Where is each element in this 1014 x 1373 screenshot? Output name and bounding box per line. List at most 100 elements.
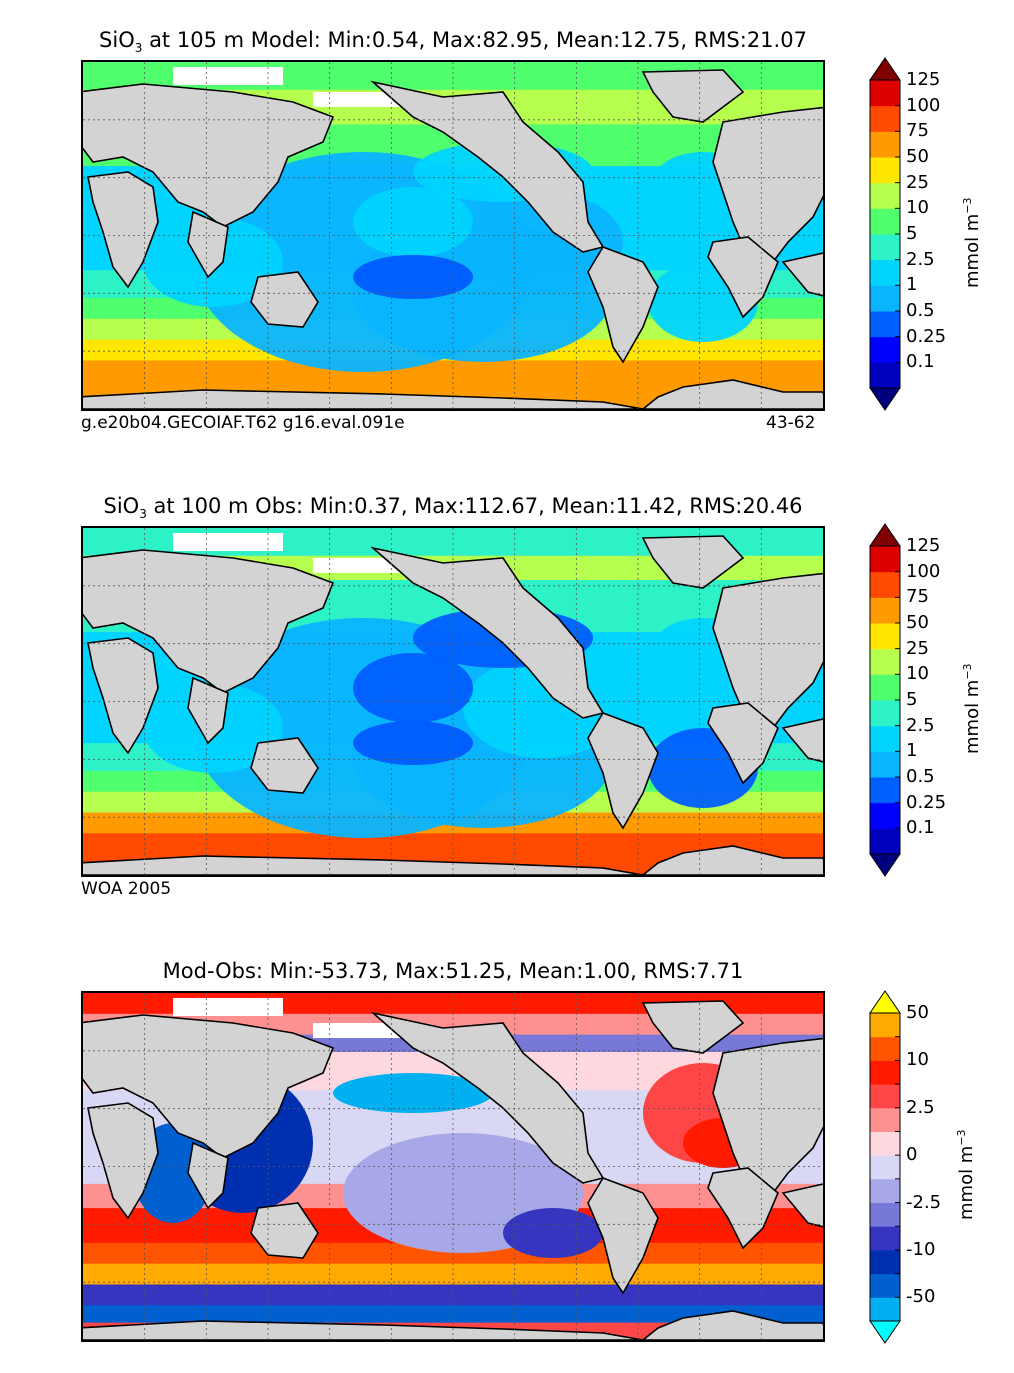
colorbar-segment bbox=[870, 234, 900, 261]
field-anomaly bbox=[503, 1208, 603, 1258]
colorbar-tick-label: 25 bbox=[906, 637, 929, 659]
colorbar-tick-label: 50 bbox=[906, 1002, 929, 1023]
colorbar-tick-label: 2.5 bbox=[906, 248, 935, 270]
colorbar-tick-label: 75 bbox=[906, 120, 929, 142]
colorbar-tick-label: 2.5 bbox=[906, 1096, 935, 1118]
colorbar-extend-max bbox=[869, 57, 901, 81]
field-minimum bbox=[353, 721, 473, 765]
coastline bbox=[781, 718, 823, 763]
colorbar-tick-label: 1 bbox=[906, 740, 918, 762]
coastline bbox=[370, 1011, 605, 1184]
colorbar-tick-label: 0.5 bbox=[906, 766, 935, 787]
coastline bbox=[641, 379, 823, 409]
colorbar-segment bbox=[870, 1226, 900, 1251]
colorbar-segment bbox=[870, 1084, 900, 1109]
coastline bbox=[83, 855, 644, 875]
colorbar-segment bbox=[870, 336, 900, 363]
colorbar-segment bbox=[870, 828, 900, 855]
colorbar-segment bbox=[870, 259, 900, 286]
colorbar-segment bbox=[870, 362, 900, 389]
coastline bbox=[187, 676, 229, 745]
colorbar-tick-label: 0.25 bbox=[906, 791, 947, 813]
colorbar-tick-label: 0.5 bbox=[906, 300, 935, 321]
coastline bbox=[707, 1167, 779, 1250]
colorbar-tick-label: 100 bbox=[906, 560, 941, 582]
coastline bbox=[187, 210, 229, 279]
colorbar-tick-label: 1 bbox=[906, 274, 918, 296]
colorbar-segment bbox=[870, 285, 900, 312]
colorbar-segment bbox=[870, 1013, 900, 1038]
coastline bbox=[83, 1014, 335, 1159]
coastline bbox=[641, 535, 745, 589]
colorbar-segment bbox=[870, 1155, 900, 1180]
coastline bbox=[83, 83, 335, 228]
colorbar-tick-label: 10 bbox=[906, 1049, 929, 1071]
colorbar-segment bbox=[870, 1060, 900, 1085]
colorbar-tick-label: 0 bbox=[906, 1144, 918, 1166]
coastline bbox=[781, 1183, 823, 1228]
coastline bbox=[707, 236, 779, 319]
panel2-map-svg bbox=[83, 528, 823, 875]
panel1-map bbox=[81, 60, 825, 411]
coastline bbox=[587, 246, 659, 364]
field-contour bbox=[353, 653, 473, 723]
field-contour bbox=[353, 187, 473, 257]
colorbar-tick-label: 50 bbox=[906, 146, 929, 167]
no-data-patch bbox=[173, 67, 283, 85]
colorbar-segment bbox=[870, 777, 900, 804]
colorbar-segment bbox=[870, 157, 900, 184]
colorbar-segment bbox=[870, 546, 900, 573]
colorbar-tick-label: 75 bbox=[906, 586, 929, 608]
panel1-colorbar bbox=[869, 57, 901, 411]
colorbar-tick-label: 0.1 bbox=[906, 817, 935, 839]
panel3-map bbox=[81, 991, 825, 1342]
coastline bbox=[641, 69, 745, 123]
colorbar-segment bbox=[870, 725, 900, 752]
colorbar-segment bbox=[870, 1249, 900, 1275]
land-layer bbox=[83, 535, 823, 875]
no-data-patch bbox=[173, 998, 283, 1016]
coastline bbox=[712, 106, 823, 263]
land-layer bbox=[83, 1000, 823, 1340]
colorbar-tick-label: 100 bbox=[906, 94, 941, 116]
colorbar-tick-label: 2.5 bbox=[906, 714, 935, 736]
colorbar-tick-label: -10 bbox=[906, 1238, 936, 1260]
coastline bbox=[87, 1102, 159, 1220]
coastline bbox=[370, 546, 605, 719]
colorbar-tick-label: 125 bbox=[906, 535, 941, 556]
coastline bbox=[587, 1177, 659, 1295]
colorbar-segment bbox=[870, 648, 900, 675]
colorbar-segment bbox=[870, 1036, 900, 1061]
coastline bbox=[187, 1141, 229, 1210]
colorbar-segment bbox=[870, 131, 900, 158]
colorbar-segment bbox=[870, 1131, 900, 1156]
colorbar-segment bbox=[870, 1273, 900, 1298]
land-layer bbox=[83, 69, 823, 409]
colorbar-tick-label: 25 bbox=[906, 171, 929, 193]
colorbar-segment bbox=[870, 1107, 900, 1132]
colorbar-tick-label: 0.25 bbox=[906, 325, 947, 347]
coastline bbox=[712, 1037, 823, 1194]
coastline bbox=[83, 389, 644, 409]
panel1-caption-left: g.e20b04.GECOIAF.T62 g16.eval.091e bbox=[81, 413, 405, 433]
coastline bbox=[707, 702, 779, 785]
panel2-title: SiO3 at 100 m Obs: Min:0.37, Max:112.67,… bbox=[103, 494, 803, 522]
colorbar-extend-min bbox=[869, 1320, 901, 1344]
coastline bbox=[587, 712, 659, 830]
colorbar-segment bbox=[870, 182, 900, 209]
colorbar-extend-min bbox=[869, 853, 901, 877]
coastline bbox=[370, 80, 605, 253]
coastline bbox=[641, 1310, 823, 1340]
colorbar-segment bbox=[870, 597, 900, 624]
colorbar-segment bbox=[870, 751, 900, 778]
panel1-map-svg bbox=[83, 62, 823, 409]
panel3-map-svg bbox=[83, 993, 823, 1340]
colorbar-segment bbox=[870, 1297, 900, 1322]
panel2-caption-left: WOA 2005 bbox=[81, 879, 172, 899]
panel3-colorbar-unit: mmol m−3 bbox=[955, 1129, 977, 1220]
colorbar-tick-label: 0.1 bbox=[906, 351, 935, 373]
panel1-title: SiO3 at 105 m Model: Min:0.54, Max:82.95… bbox=[99, 28, 807, 56]
colorbar-segment bbox=[870, 311, 900, 338]
graticule bbox=[83, 528, 823, 875]
colorbar-segment bbox=[870, 802, 900, 829]
